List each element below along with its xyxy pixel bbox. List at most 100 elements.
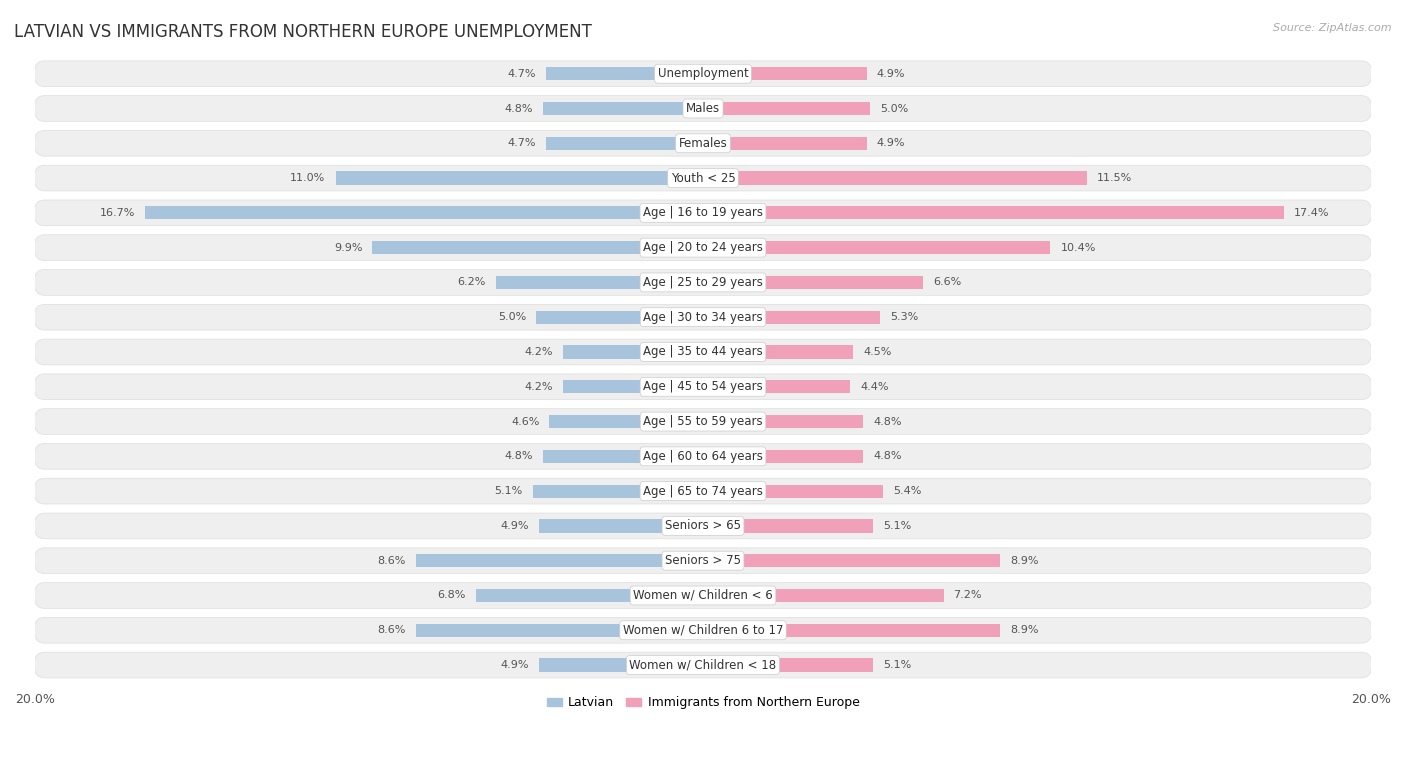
FancyBboxPatch shape bbox=[35, 618, 1371, 643]
Text: 5.0%: 5.0% bbox=[498, 312, 526, 322]
Bar bbox=[703, 172, 1087, 185]
Bar bbox=[703, 554, 1000, 567]
Bar bbox=[496, 276, 703, 289]
FancyBboxPatch shape bbox=[35, 548, 1371, 574]
Text: 4.7%: 4.7% bbox=[508, 69, 536, 79]
Text: 4.4%: 4.4% bbox=[860, 382, 889, 392]
Bar bbox=[703, 624, 1000, 637]
Text: 4.8%: 4.8% bbox=[505, 451, 533, 461]
Bar bbox=[703, 450, 863, 463]
Text: Youth < 25: Youth < 25 bbox=[671, 172, 735, 185]
Bar bbox=[546, 137, 703, 150]
Legend: Latvian, Immigrants from Northern Europe: Latvian, Immigrants from Northern Europe bbox=[541, 691, 865, 715]
Text: 6.8%: 6.8% bbox=[437, 590, 465, 600]
Bar bbox=[703, 67, 866, 80]
Text: Age | 16 to 19 years: Age | 16 to 19 years bbox=[643, 207, 763, 220]
Bar bbox=[533, 484, 703, 498]
Text: Females: Females bbox=[679, 137, 727, 150]
Text: Age | 60 to 64 years: Age | 60 to 64 years bbox=[643, 450, 763, 463]
Text: 8.9%: 8.9% bbox=[1011, 625, 1039, 635]
Bar bbox=[703, 519, 873, 532]
Bar bbox=[145, 206, 703, 220]
Text: 4.2%: 4.2% bbox=[524, 382, 553, 392]
Bar bbox=[373, 241, 703, 254]
Bar bbox=[703, 484, 883, 498]
Text: 8.6%: 8.6% bbox=[377, 625, 406, 635]
Text: 10.4%: 10.4% bbox=[1060, 243, 1095, 253]
FancyBboxPatch shape bbox=[35, 653, 1371, 678]
FancyBboxPatch shape bbox=[35, 61, 1371, 86]
Bar bbox=[703, 102, 870, 115]
Text: 5.4%: 5.4% bbox=[893, 486, 922, 496]
Text: 17.4%: 17.4% bbox=[1295, 208, 1330, 218]
FancyBboxPatch shape bbox=[35, 130, 1371, 156]
Bar bbox=[336, 172, 703, 185]
Bar bbox=[543, 102, 703, 115]
Bar bbox=[703, 415, 863, 428]
Bar bbox=[703, 310, 880, 324]
Text: 11.5%: 11.5% bbox=[1097, 173, 1132, 183]
Text: 5.1%: 5.1% bbox=[883, 521, 911, 531]
FancyBboxPatch shape bbox=[35, 409, 1371, 435]
FancyBboxPatch shape bbox=[35, 583, 1371, 609]
Text: Age | 55 to 59 years: Age | 55 to 59 years bbox=[643, 415, 763, 428]
Text: 5.1%: 5.1% bbox=[883, 660, 911, 670]
Text: 16.7%: 16.7% bbox=[100, 208, 135, 218]
Text: 4.9%: 4.9% bbox=[877, 139, 905, 148]
Bar bbox=[703, 345, 853, 359]
Bar bbox=[543, 450, 703, 463]
Text: Seniors > 75: Seniors > 75 bbox=[665, 554, 741, 567]
Text: 4.7%: 4.7% bbox=[508, 139, 536, 148]
FancyBboxPatch shape bbox=[35, 444, 1371, 469]
FancyBboxPatch shape bbox=[35, 269, 1371, 295]
Text: 4.8%: 4.8% bbox=[873, 416, 901, 426]
Text: 4.2%: 4.2% bbox=[524, 347, 553, 357]
Text: 5.1%: 5.1% bbox=[495, 486, 523, 496]
Text: 4.8%: 4.8% bbox=[873, 451, 901, 461]
FancyBboxPatch shape bbox=[35, 478, 1371, 504]
Bar bbox=[475, 589, 703, 602]
Text: 4.9%: 4.9% bbox=[501, 660, 529, 670]
Text: Males: Males bbox=[686, 102, 720, 115]
Text: 9.9%: 9.9% bbox=[333, 243, 363, 253]
Text: 4.6%: 4.6% bbox=[510, 416, 540, 426]
Bar bbox=[703, 137, 866, 150]
Text: 11.0%: 11.0% bbox=[290, 173, 326, 183]
FancyBboxPatch shape bbox=[35, 95, 1371, 121]
Text: 5.3%: 5.3% bbox=[890, 312, 918, 322]
Text: Source: ZipAtlas.com: Source: ZipAtlas.com bbox=[1274, 23, 1392, 33]
Bar bbox=[540, 519, 703, 532]
Bar bbox=[416, 554, 703, 567]
Bar bbox=[562, 380, 703, 394]
Text: 4.9%: 4.9% bbox=[501, 521, 529, 531]
FancyBboxPatch shape bbox=[35, 165, 1371, 191]
Text: 8.6%: 8.6% bbox=[377, 556, 406, 565]
Bar bbox=[562, 345, 703, 359]
Bar bbox=[416, 624, 703, 637]
Text: Age | 65 to 74 years: Age | 65 to 74 years bbox=[643, 484, 763, 497]
Text: 7.2%: 7.2% bbox=[953, 590, 981, 600]
FancyBboxPatch shape bbox=[35, 513, 1371, 539]
Text: Age | 20 to 24 years: Age | 20 to 24 years bbox=[643, 241, 763, 254]
Bar bbox=[703, 276, 924, 289]
Text: 4.8%: 4.8% bbox=[505, 104, 533, 114]
Text: 6.2%: 6.2% bbox=[457, 277, 486, 288]
Text: 4.5%: 4.5% bbox=[863, 347, 891, 357]
Bar bbox=[703, 659, 873, 671]
Text: Age | 30 to 34 years: Age | 30 to 34 years bbox=[643, 310, 763, 324]
Text: Unemployment: Unemployment bbox=[658, 67, 748, 80]
Text: Age | 25 to 29 years: Age | 25 to 29 years bbox=[643, 276, 763, 289]
Bar bbox=[546, 67, 703, 80]
Bar bbox=[703, 380, 851, 394]
Bar bbox=[536, 310, 703, 324]
Bar bbox=[550, 415, 703, 428]
Text: 8.9%: 8.9% bbox=[1011, 556, 1039, 565]
Text: Seniors > 65: Seniors > 65 bbox=[665, 519, 741, 532]
FancyBboxPatch shape bbox=[35, 374, 1371, 400]
FancyBboxPatch shape bbox=[35, 339, 1371, 365]
Text: 6.6%: 6.6% bbox=[934, 277, 962, 288]
FancyBboxPatch shape bbox=[35, 235, 1371, 260]
Text: Age | 45 to 54 years: Age | 45 to 54 years bbox=[643, 380, 763, 394]
Bar bbox=[703, 241, 1050, 254]
Bar bbox=[703, 589, 943, 602]
